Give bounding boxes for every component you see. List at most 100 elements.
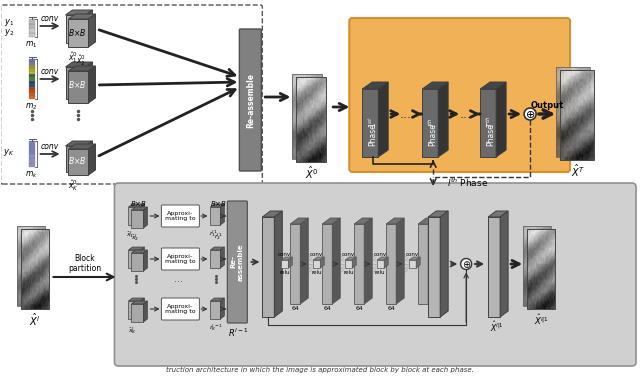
Text: $B{\times}B$: $B{\times}B$	[68, 155, 86, 166]
Text: $m_1$: $m_1$	[26, 40, 38, 51]
Polygon shape	[140, 247, 145, 268]
Text: conv: conv	[374, 252, 387, 257]
Text: 64: 64	[291, 306, 300, 311]
Polygon shape	[440, 211, 448, 317]
Text: conv: conv	[40, 14, 59, 23]
Text: $y_1$: $y_1$	[4, 17, 15, 28]
Polygon shape	[140, 204, 145, 225]
Polygon shape	[320, 257, 324, 268]
Bar	[29, 154, 35, 158]
Text: $B{\times}B$: $B{\times}B$	[211, 199, 227, 208]
Polygon shape	[143, 250, 147, 271]
Polygon shape	[386, 224, 396, 304]
Bar	[29, 96, 35, 99]
Circle shape	[524, 108, 536, 120]
Polygon shape	[65, 62, 92, 67]
Text: $\hat{x}_2^l$: $\hat{x}_2^l$	[131, 232, 140, 243]
Polygon shape	[211, 207, 220, 225]
Polygon shape	[291, 224, 300, 304]
Text: $\oplus$: $\oplus$	[525, 109, 535, 120]
Text: ...: ...	[459, 107, 471, 121]
Text: $\hat{x}_1^l$: $\hat{x}_1^l$	[127, 229, 135, 240]
Polygon shape	[88, 144, 95, 175]
Bar	[29, 65, 35, 68]
Polygon shape	[68, 144, 95, 149]
Polygon shape	[275, 211, 282, 317]
Polygon shape	[140, 298, 145, 319]
Text: Phase: Phase	[369, 124, 378, 146]
Text: $r_2^{l1}$: $r_2^{l1}$	[214, 231, 223, 242]
Text: relu: relu	[343, 270, 353, 275]
Text: conv: conv	[310, 252, 323, 257]
Polygon shape	[384, 257, 388, 268]
Polygon shape	[211, 250, 220, 268]
Text: Block
partition: Block partition	[68, 254, 101, 273]
Polygon shape	[131, 210, 143, 228]
Polygon shape	[422, 82, 448, 89]
Polygon shape	[68, 71, 88, 103]
Text: 64: 64	[323, 306, 332, 311]
Polygon shape	[131, 250, 147, 253]
Polygon shape	[323, 218, 340, 224]
Polygon shape	[314, 260, 320, 268]
Bar	[29, 150, 35, 154]
Polygon shape	[220, 298, 225, 319]
Polygon shape	[428, 218, 436, 304]
Polygon shape	[500, 211, 508, 317]
Bar	[527, 229, 555, 309]
Text: $m_2$: $m_2$	[26, 102, 38, 112]
Bar	[29, 71, 35, 74]
Text: Re-assemble: Re-assemble	[246, 72, 255, 127]
Text: Output: Output	[531, 101, 564, 110]
Text: $\hat{x}_K^l$: $\hat{x}_K^l$	[129, 325, 138, 336]
Text: $\hat{x}_K^0$: $\hat{x}_K^0$	[68, 178, 79, 193]
Text: ...: ...	[174, 274, 183, 284]
Bar	[29, 93, 35, 96]
Text: $\hat{X}^l$: $\hat{X}^l$	[29, 312, 40, 328]
Polygon shape	[86, 10, 92, 43]
Polygon shape	[355, 218, 372, 224]
Polygon shape	[480, 89, 496, 157]
Polygon shape	[496, 82, 506, 157]
FancyBboxPatch shape	[161, 298, 200, 320]
Text: $\oplus$: $\oplus$	[461, 259, 471, 270]
Polygon shape	[220, 247, 225, 268]
Text: Phase: Phase	[429, 124, 438, 146]
Polygon shape	[364, 218, 372, 304]
Bar	[29, 81, 35, 84]
Bar	[29, 77, 35, 81]
Polygon shape	[129, 204, 145, 207]
Polygon shape	[262, 211, 282, 217]
Polygon shape	[129, 301, 140, 319]
Polygon shape	[282, 260, 288, 268]
Bar	[29, 145, 35, 150]
Text: conv: conv	[342, 252, 355, 257]
Text: Re-
assemble: Re- assemble	[231, 243, 244, 281]
Text: Phase: Phase	[486, 124, 495, 146]
Polygon shape	[418, 224, 428, 304]
Bar	[29, 28, 35, 32]
Polygon shape	[409, 260, 416, 268]
Text: $y_2$: $y_2$	[4, 26, 15, 37]
Text: $R^{l-1}$: $R^{l-1}$	[228, 327, 249, 339]
Bar	[292, 74, 323, 159]
Polygon shape	[428, 217, 440, 317]
Bar	[29, 141, 35, 145]
Polygon shape	[409, 257, 420, 260]
Polygon shape	[211, 204, 225, 207]
Text: conv: conv	[40, 67, 59, 76]
Text: $\hat{x}_1^0$: $\hat{x}_1^0$	[68, 50, 79, 65]
Polygon shape	[345, 257, 356, 260]
Bar	[29, 74, 35, 77]
FancyBboxPatch shape	[161, 205, 200, 227]
Circle shape	[461, 259, 472, 270]
Polygon shape	[438, 82, 448, 157]
Bar	[29, 90, 35, 93]
Polygon shape	[68, 66, 95, 71]
Polygon shape	[386, 218, 404, 224]
FancyBboxPatch shape	[239, 29, 261, 171]
Text: conv: conv	[40, 142, 59, 151]
Text: Approxi-
mating to: Approxi- mating to	[165, 254, 196, 264]
Text: relu: relu	[375, 270, 385, 275]
Text: $\hat{X}^{l|1}$: $\hat{X}^{l|1}$	[490, 320, 504, 334]
